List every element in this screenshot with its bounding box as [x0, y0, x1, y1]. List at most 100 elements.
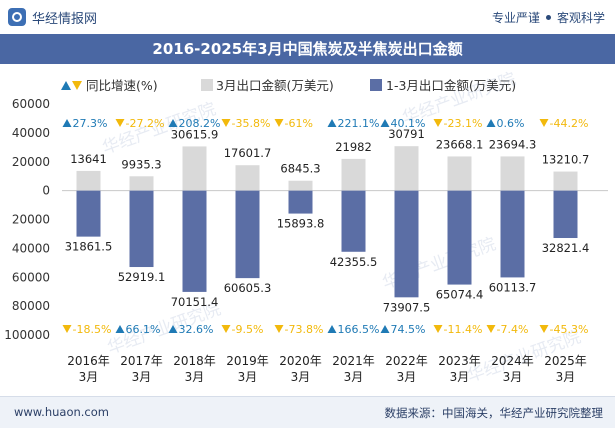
growth-label: -11.4%: [444, 323, 483, 336]
y-tick-label: 20000: [12, 213, 50, 227]
x-tick-label-month: 3月: [185, 370, 205, 384]
bar-cumulative: [288, 190, 313, 214]
legend-monthly: 3月出口金额(万美元): [201, 78, 334, 93]
x-tick-label-year: 2019年: [226, 354, 269, 368]
x-tick-label-month: 3月: [238, 370, 258, 384]
growth-down-triangle-icon: [62, 325, 72, 333]
data-label-cumulative: 73907.5: [383, 300, 431, 314]
bar-monthly: [235, 165, 260, 191]
x-axis: 2016年 3月 2017年 3月 2018年 3月 2019年 3月 2020年 3月 2021年…: [67, 354, 587, 384]
chart-title: 2016-2025年3月中国焦炭及半焦炭出口金额: [0, 34, 615, 64]
bar-monthly: [182, 146, 207, 191]
data-label-monthly: 30791: [388, 127, 425, 141]
tagline: 专业严谨 客观科学: [492, 9, 605, 26]
x-tick-label-month: 3月: [397, 370, 417, 384]
bar-cumulative: [500, 190, 525, 278]
growth-label: -61%: [285, 117, 313, 130]
growth-label: -73.8%: [285, 323, 324, 336]
x-tick-label-month: 3月: [556, 370, 576, 384]
x-tick-label-month: 3月: [291, 370, 311, 384]
legend-cumulative-label: 1-3月出口金额(万美元): [386, 78, 516, 93]
x-tick-label-year: 2020年: [279, 354, 322, 368]
growth-label: 208.2%: [179, 117, 221, 130]
growth-down-triangle-icon: [274, 119, 284, 127]
footer: www.huaon.com 数据来源：中国海关，华经产业研究院整理: [0, 396, 615, 428]
x-tick-label-year: 2017年: [120, 354, 163, 368]
growth-label: -44.2%: [550, 117, 589, 130]
chart: 同比增速(%) 3月出口金额(万美元) 1-3月出口金额(万美元) 华经产业研究…: [4, 69, 608, 387]
growth-down-triangle-icon: [274, 325, 284, 333]
data-source: 数据来源：中国海关，华经产业研究院整理: [384, 406, 604, 420]
x-tick-label-year: 2024年: [491, 354, 534, 368]
y-tick-label: 100000: [4, 328, 50, 342]
x-tick-label-month: 3月: [132, 370, 152, 384]
data-label-cumulative: 60113.7: [489, 280, 537, 294]
growth-down-triangle-icon: [221, 119, 231, 127]
legend: 同比增速(%) 3月出口金额(万美元) 1-3月出口金额(万美元): [61, 78, 516, 93]
bar-cumulative: [129, 190, 154, 268]
growth-label: 166.5%: [338, 323, 380, 336]
growth-label: -35.8%: [232, 117, 271, 130]
website-link[interactable]: www.huaon.com: [14, 405, 109, 419]
data-label-cumulative: 70151.4: [171, 295, 219, 309]
x-tick-label-year: 2018年: [173, 354, 216, 368]
data-label-monthly: 30615.9: [171, 127, 219, 141]
brand[interactable]: 华经情报网: [8, 7, 97, 27]
x-tick-label-month: 3月: [344, 370, 364, 384]
growth-label: -45.3%: [550, 323, 589, 336]
growth-label: 66.1%: [126, 323, 161, 336]
data-label-monthly: 6845.3: [280, 162, 320, 176]
growth-up-triangle-icon: [327, 325, 337, 333]
y-tick-label: 60000: [12, 97, 50, 111]
legend-growth: 同比增速(%): [61, 78, 158, 93]
bar-cumulative: [76, 190, 101, 237]
data-label-cumulative: 42355.5: [330, 255, 378, 269]
bar-monthly: [288, 180, 313, 191]
data-label-monthly: 13641: [70, 152, 107, 166]
bar-monthly: [76, 170, 101, 191]
data-label-cumulative: 15893.8: [277, 217, 325, 231]
data-label-cumulative: 31861.5: [65, 240, 113, 254]
bar-monthly: [553, 171, 578, 191]
data-label-cumulative: 65074.4: [436, 288, 484, 302]
data-label-monthly: 9935.3: [121, 157, 161, 171]
x-tick-label-month: 3月: [503, 370, 523, 384]
legend-down-triangle-icon: [72, 81, 82, 90]
bar-cumulative: [394, 190, 419, 298]
data-label-monthly: 21982: [335, 140, 372, 154]
x-tick-label-year: 2025年: [544, 354, 587, 368]
y-tick-label: 40000: [12, 241, 50, 255]
top-bar: 华经情报网 专业严谨 客观科学: [0, 0, 615, 34]
x-tick-label-year: 2022年: [385, 354, 428, 368]
bar-monthly: [394, 146, 419, 191]
bar-cumulative: [182, 190, 207, 292]
legend-growth-label: 同比增速(%): [86, 78, 158, 93]
data-label-monthly: 13210.7: [542, 153, 590, 167]
y-tick-label: 60000: [12, 270, 50, 284]
data-labels: 13641 31861.5 9935.3 52919.1 30615.9 70151.4 1…: [65, 127, 590, 314]
growth-up-triangle-icon: [168, 325, 178, 333]
x-tick-label-month: 3月: [79, 370, 99, 384]
growth-up-triangle-icon: [380, 325, 390, 333]
tagline-1: 专业严谨: [491, 11, 540, 25]
bars: [76, 146, 578, 298]
y-axis: 60000 40000 20000 0 20000 40000 60000 80000 1000…: [4, 97, 608, 342]
x-tick-label-month: 3月: [450, 370, 470, 384]
bar-monthly: [500, 156, 525, 191]
legend-cumulative-swatch: [370, 79, 382, 91]
data-label-monthly: 23668.1: [436, 137, 484, 151]
data-label-cumulative: 60605.3: [224, 281, 272, 295]
legend-monthly-label: 3月出口金额(万美元): [216, 78, 334, 93]
growth-down-triangle-icon: [433, 119, 443, 127]
growth-label: -23.1%: [444, 117, 483, 130]
growth-label: 27.3%: [73, 117, 108, 130]
growth-label: 40.1%: [391, 117, 426, 130]
growth-label: 221.1%: [338, 117, 380, 130]
y-tick-label: 20000: [12, 155, 50, 169]
growth-label: -9.5%: [232, 323, 264, 336]
growth-down-triangle-icon: [433, 325, 443, 333]
growth-label: 0.6%: [497, 117, 525, 130]
x-tick-label-year: 2023年: [438, 354, 481, 368]
growth-label: 74.5%: [391, 323, 426, 336]
growth-up-triangle-icon: [62, 119, 72, 127]
